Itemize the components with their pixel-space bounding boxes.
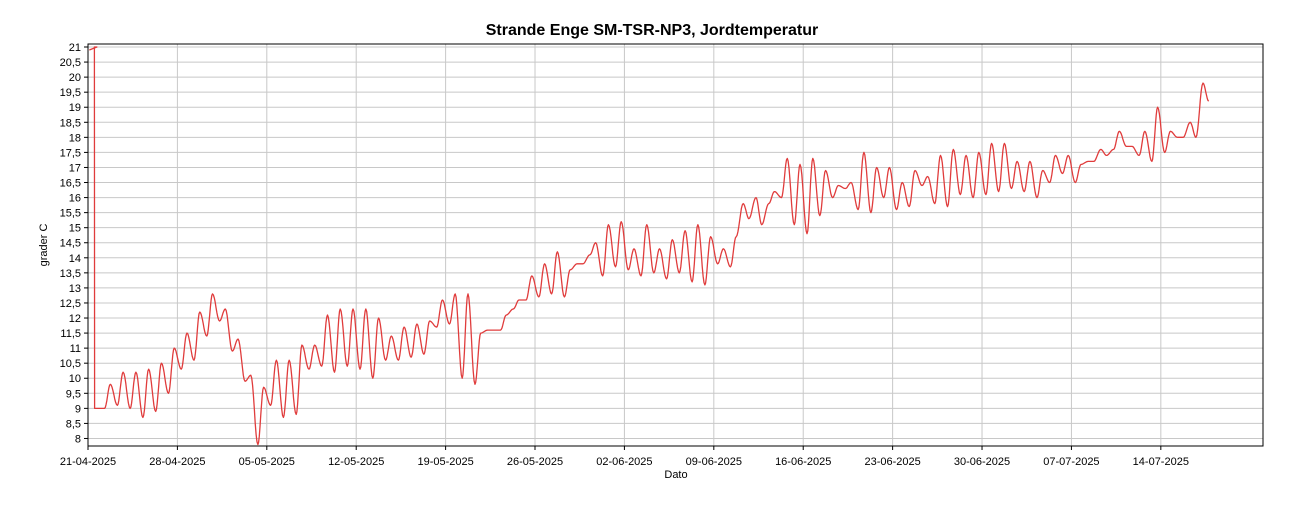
y-tick-label: 16,5 bbox=[60, 178, 81, 190]
x-tick-label: 16-06-2025 bbox=[775, 456, 831, 468]
series-line bbox=[89, 46, 1210, 446]
y-tick-label: 9,5 bbox=[66, 388, 81, 400]
x-tick-label: 21-04-2025 bbox=[60, 456, 116, 468]
x-axis-ticks: 21-04-2025 28-04-2025 05-05-2025 12-05-2025… bbox=[60, 446, 1189, 468]
y-tick-label: 17 bbox=[69, 162, 81, 174]
y-axis-label: grader C bbox=[38, 224, 50, 267]
y-tick-label: 15,5 bbox=[60, 208, 81, 220]
x-tick-label: 09-06-2025 bbox=[686, 456, 742, 468]
y-tick-label: 13,5 bbox=[60, 268, 81, 280]
x-tick-label: 28-04-2025 bbox=[149, 456, 205, 468]
y-tick-label: 8 bbox=[75, 433, 81, 445]
y-tick-label: 16 bbox=[69, 193, 81, 205]
y-tick-label: 11 bbox=[70, 343, 81, 355]
y-tick-label: 12 bbox=[69, 313, 81, 325]
chart-grid bbox=[87, 44, 1263, 446]
y-tick-label: 17,5 bbox=[60, 147, 81, 159]
y-tick-label: 11,5 bbox=[60, 328, 81, 340]
series-group bbox=[89, 46, 1210, 446]
y-tick-label: 9 bbox=[75, 403, 81, 415]
y-tick-label: 20 bbox=[69, 72, 81, 84]
y-tick-label: 14 bbox=[69, 253, 81, 265]
y-tick-label: 13 bbox=[69, 283, 81, 295]
x-tick-label: 19-05-2025 bbox=[417, 456, 473, 468]
chart-title: Strande Enge SM-TSR-NP3, Jordtemperatur bbox=[486, 22, 819, 39]
y-tick-label: 21 bbox=[69, 42, 81, 54]
y-tick-label: 20,5 bbox=[60, 57, 81, 69]
y-tick-label: 18 bbox=[69, 132, 81, 144]
x-axis-label: Dato bbox=[664, 469, 687, 481]
plot-frame bbox=[87, 43, 1264, 447]
y-tick-label: 19,5 bbox=[60, 87, 81, 99]
y-tick-label: 12,5 bbox=[60, 298, 81, 310]
x-tick-label: 12-05-2025 bbox=[328, 456, 384, 468]
x-tick-label: 14-07-2025 bbox=[1133, 456, 1189, 468]
x-tick-label: 26-05-2025 bbox=[507, 456, 563, 468]
y-tick-label: 19 bbox=[69, 102, 81, 114]
x-tick-label: 07-07-2025 bbox=[1043, 456, 1099, 468]
x-tick-label: 05-05-2025 bbox=[239, 456, 295, 468]
y-tick-label: 18,5 bbox=[60, 117, 81, 129]
x-tick-label: 02-06-2025 bbox=[596, 456, 652, 468]
y-tick-label: 15 bbox=[69, 223, 81, 235]
y-tick-label: 8,5 bbox=[66, 418, 81, 430]
x-tick-label: 30-06-2025 bbox=[954, 456, 1010, 468]
y-axis-ticks: 21 20,5 20 19,5 19 18,5 18 17,5 17 16,5 16 15,5 15 14… bbox=[60, 42, 88, 445]
y-tick-label: 10,5 bbox=[60, 358, 81, 370]
y-tick-label: 14,5 bbox=[60, 238, 81, 250]
y-tick-label: 10 bbox=[69, 373, 81, 385]
x-tick-label: 23-06-2025 bbox=[864, 456, 920, 468]
